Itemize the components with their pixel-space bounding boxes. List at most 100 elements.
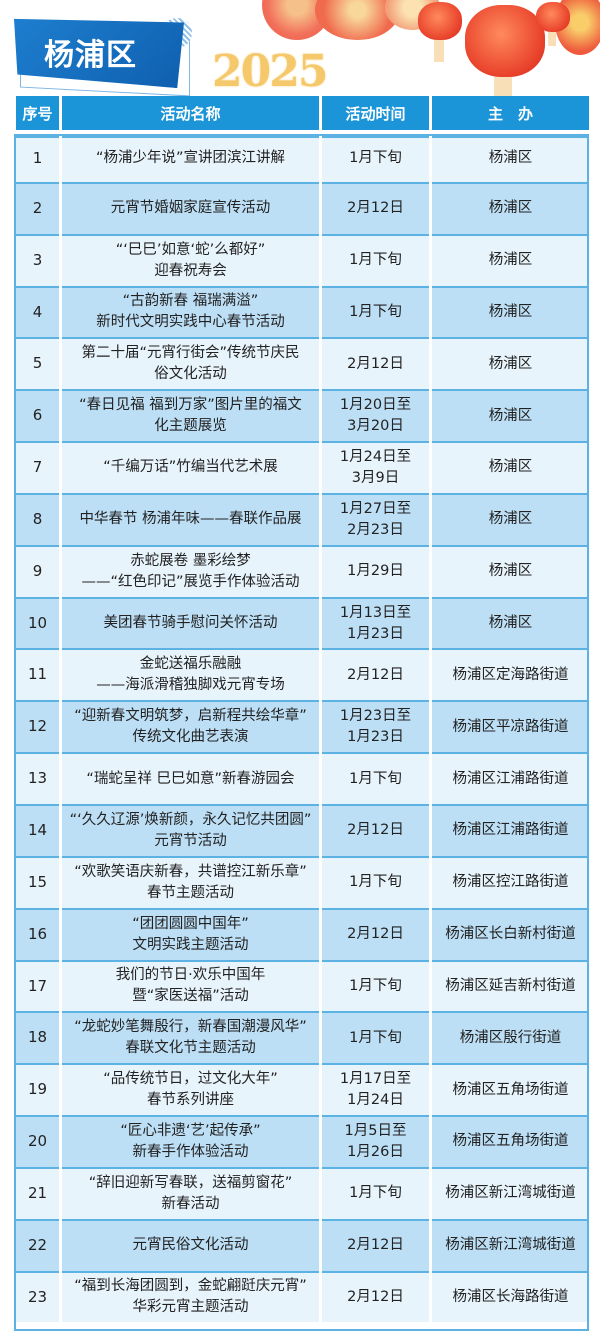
cell-host: 杨浦区江浦路街道 <box>432 752 589 804</box>
cell-host: 杨浦区 <box>432 233 589 286</box>
table-row: 4 “古韵新春 福瑞满溢” 新时代文明实践中心春节活动 1月下旬 杨浦区 <box>16 285 589 338</box>
cell-no: 20 <box>16 1115 59 1167</box>
cell-activity-time: 1月下旬 <box>322 959 429 1012</box>
cell-host: 杨浦区长白新村街道 <box>432 907 589 960</box>
cell-host: 杨浦区 <box>432 492 589 545</box>
table-row: 14 “‘久久辽源’焕新颜，永久记忆共团圆” 元宵节活动 2月12日 杨浦区江浦路街道 <box>16 803 589 856</box>
table-row: 1 “杨浦少年说”宣讲团滨江讲解 1月下旬 杨浦区 <box>16 130 589 182</box>
table-row: 19 “品传统节日，过文化大年” 春节系列讲座 1月17日至 1月24日 杨浦区五角场街道 <box>16 1063 589 1116</box>
cell-activity-name: 元宵民俗文化活动 <box>62 1218 319 1271</box>
cell-activity-time: 1月下旬 <box>322 130 429 182</box>
table-row: 23 “福到长海团圆到，金蛇翩跹庆元宵” 华彩元宵主题活动 2月12日 杨浦区长海路街道 <box>16 1270 589 1323</box>
cell-host: 杨浦区江浦路街道 <box>432 803 589 856</box>
cell-activity-time: 1月17日至 1月24日 <box>322 1063 429 1116</box>
cell-activity-name: 第二十届“元宵行街会”传统节庆民 俗文化活动 <box>62 337 319 390</box>
cell-activity-time: 1月23日至 1月23日 <box>322 700 429 753</box>
cell-activity-name: “欢歌笑语庆新春，共谱控江新乐章” 春节主题活动 <box>62 855 319 908</box>
cell-no: 3 <box>16 233 59 286</box>
cell-no: 2 <box>16 181 59 234</box>
cell-activity-name: “辞旧迎新写春联，送福剪窗花” 新春活动 <box>62 1166 319 1219</box>
table-row: 15 “欢歌笑语庆新春，共谱控江新乐章” 春节主题活动 1月下旬 杨浦区控江路街道 <box>16 855 589 908</box>
cell-host: 杨浦区长海路街道 <box>432 1270 589 1323</box>
cell-host: 杨浦区殷行街道 <box>432 1011 589 1064</box>
cell-activity-name: 赤蛇展卷 墨彩绘梦 ——“红色印记”展览手作体验活动 <box>62 544 319 597</box>
table-row: 17 我们的节日·欢乐中国年 暨“家医送福”活动 1月下旬 杨浦区延吉新村街道 <box>16 959 589 1012</box>
cell-host: 杨浦区 <box>432 441 589 493</box>
table-row: 13 “瑞蛇呈祥 巳巳如意”新春游园会 1月下旬 杨浦区江浦路街道 <box>16 752 589 804</box>
cell-no: 16 <box>16 907 59 960</box>
cell-host: 杨浦区五角场街道 <box>432 1063 589 1116</box>
cell-no: 23 <box>16 1270 59 1323</box>
cell-no: 15 <box>16 855 59 908</box>
table-header-row: 序号 活动名称 活动时间 主 办 <box>16 96 589 130</box>
cell-host: 杨浦区 <box>432 130 589 182</box>
cell-activity-time: 1月下旬 <box>322 1011 429 1064</box>
table-row: 5 第二十届“元宵行街会”传统节庆民 俗文化活动 2月12日 杨浦区 <box>16 337 589 390</box>
cell-no: 13 <box>16 752 59 804</box>
cell-no: 8 <box>16 492 59 545</box>
table-row: 21 “辞旧迎新写春联，送福剪窗花” 新春活动 1月下旬 杨浦区新江湾城街道 <box>16 1166 589 1219</box>
cell-host: 杨浦区 <box>432 389 589 442</box>
cell-activity-time: 1月下旬 <box>322 233 429 286</box>
cell-no: 6 <box>16 389 59 442</box>
cell-activity-name: “‘久久辽源’焕新颜，永久记忆共团圆” 元宵节活动 <box>62 803 319 856</box>
cell-activity-time: 1月下旬 <box>322 855 429 908</box>
cell-activity-time: 1月下旬 <box>322 752 429 804</box>
cell-activity-name: 美团春节骑手慰问关怀活动 <box>62 596 319 649</box>
cell-host: 杨浦区 <box>432 337 589 390</box>
cell-host: 杨浦区平凉路街道 <box>432 700 589 753</box>
cell-activity-name: “品传统节日，过文化大年” 春节系列讲座 <box>62 1063 319 1116</box>
table-row: 10 美团春节骑手慰问关怀活动 1月13日至 1月23日 杨浦区 <box>16 596 589 649</box>
cell-no: 4 <box>16 285 59 338</box>
cell-no: 5 <box>16 337 59 390</box>
cell-activity-time: 2月12日 <box>322 181 429 234</box>
table-row: 12 “迎新春文明筑梦，启新程共绘华章” 传统文化曲艺表演 1月23日至 1月23日 杨浦… <box>16 700 589 753</box>
cell-no: 10 <box>16 596 59 649</box>
column-header-host: 主 办 <box>432 96 589 130</box>
table-row: 9 赤蛇展卷 墨彩绘梦 ——“红色印记”展览手作体验活动 1月29日 杨浦区 <box>16 544 589 597</box>
cell-activity-time: 1月5日至 1月26日 <box>322 1115 429 1167</box>
cell-activity-time: 1月下旬 <box>322 1166 429 1219</box>
cell-no: 18 <box>16 1011 59 1064</box>
cell-activity-name: “匠心非遗‘艺’起传承” 新春手作体验活动 <box>62 1115 319 1167</box>
cell-host: 杨浦区新江湾城街道 <box>432 1218 589 1271</box>
cell-activity-name: “杨浦少年说”宣讲团滨江讲解 <box>62 130 319 182</box>
cell-no: 11 <box>16 648 59 701</box>
cell-no: 22 <box>16 1218 59 1271</box>
cell-activity-time: 2月12日 <box>322 1270 429 1323</box>
table-row: 7 “千编万话”竹编当代艺术展 1月24日至 3月9日 杨浦区 <box>16 441 589 493</box>
cell-activity-name: “古韵新春 福瑞满溢” 新时代文明实践中心春节活动 <box>62 285 319 338</box>
cell-no: 17 <box>16 959 59 1012</box>
column-header-time: 活动时间 <box>322 96 429 130</box>
page-title: 杨浦区 <box>44 38 137 73</box>
cell-activity-time: 1月24日至 3月9日 <box>322 441 429 493</box>
cell-activity-time: 2月12日 <box>322 803 429 856</box>
cell-activity-name: 我们的节日·欢乐中国年 暨“家医送福”活动 <box>62 959 319 1012</box>
cell-activity-time: 2月12日 <box>322 337 429 390</box>
cell-no: 12 <box>16 700 59 753</box>
cell-no: 7 <box>16 441 59 493</box>
cell-activity-name: “团团圆圆中国年” 文明实践主题活动 <box>62 907 319 960</box>
activity-table: 序号 活动名称 活动时间 主 办 1 “杨浦少年说”宣讲团滨江讲解 1月下旬 杨浦区 2… <box>13 96 592 1323</box>
cell-no: 21 <box>16 1166 59 1219</box>
cell-no: 9 <box>16 544 59 597</box>
cell-activity-name: “‘巳巳’如意‘蛇’么都好” 迎春祝寿会 <box>62 233 319 286</box>
column-header-name: 活动名称 <box>62 96 319 130</box>
cell-activity-name: “春日见福 福到万家”图片里的福文 化主题展览 <box>62 389 319 442</box>
table-row: 2 元宵节婚姻家庭宣传活动 2月12日 杨浦区 <box>16 181 589 234</box>
cell-host: 杨浦区新江湾城街道 <box>432 1166 589 1219</box>
table-row: 3 “‘巳巳’如意‘蛇’么都好” 迎春祝寿会 1月下旬 杨浦区 <box>16 233 589 286</box>
table-row: 20 “匠心非遗‘艺’起传承” 新春手作体验活动 1月5日至 1月26日 杨浦区五角场街道 <box>16 1115 589 1167</box>
cell-activity-time: 1月20日至 3月20日 <box>322 389 429 442</box>
cell-activity-time: 1月下旬 <box>322 285 429 338</box>
cell-activity-name: “千编万话”竹编当代艺术展 <box>62 441 319 493</box>
table-row: 18 “龙蛇妙笔舞殷行，新春国潮漫风华” 春联文化节主题活动 1月下旬 杨浦区殷行街道 <box>16 1011 589 1064</box>
cell-activity-time: 2月12日 <box>322 907 429 960</box>
cell-activity-name: 中华春节 杨浦年味——春联作品展 <box>62 492 319 545</box>
cell-host: 杨浦区 <box>432 596 589 649</box>
table-row: 22 元宵民俗文化活动 2月12日 杨浦区新江湾城街道 <box>16 1218 589 1271</box>
cell-host: 杨浦区控江路街道 <box>432 855 589 908</box>
cell-host: 杨浦区定海路街道 <box>432 648 589 701</box>
cell-activity-time: 1月29日 <box>322 544 429 597</box>
year-decoration: 2025 <box>212 46 328 97</box>
